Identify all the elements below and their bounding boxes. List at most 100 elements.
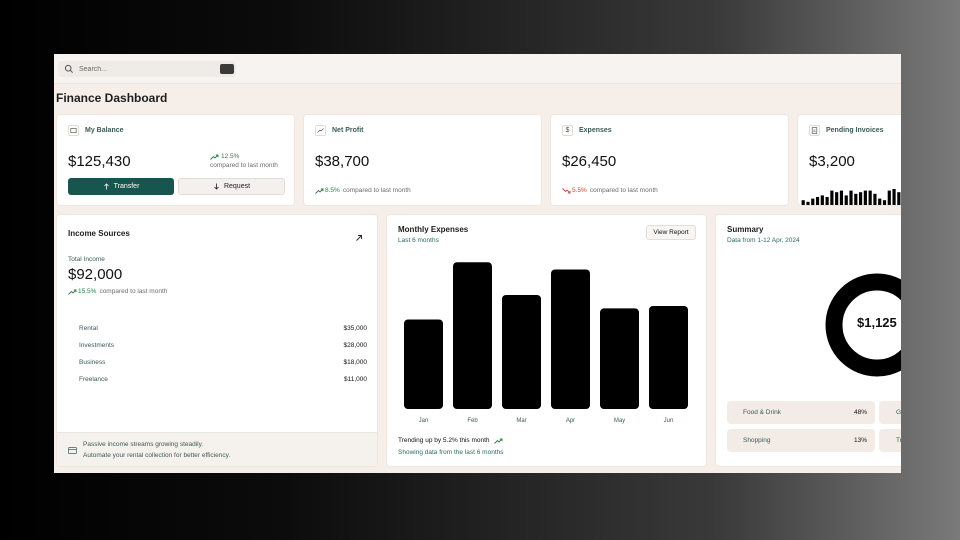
invoice-sparkbars	[801, 189, 901, 205]
stat-change: 8.5% compared to last month	[315, 187, 411, 194]
note-line: Automate your rental collection for bett…	[83, 452, 231, 459]
sparkbar	[844, 195, 848, 205]
donut-center-value: $1,125	[857, 315, 897, 330]
sparkbar	[882, 200, 887, 205]
category-name: Tr	[896, 437, 901, 444]
view-report-button[interactable]: View Report	[646, 225, 696, 240]
document-icon	[809, 125, 820, 136]
income-note: Passive income streams growing steadily.…	[57, 432, 377, 466]
trend-up-icon	[493, 438, 502, 444]
sparkbar	[863, 190, 867, 205]
sparkbar	[858, 192, 863, 205]
keyboard-shortcut-icon	[220, 64, 234, 74]
stat-label: Pending Invoices	[826, 127, 884, 134]
sparkbar	[873, 193, 877, 205]
source-name: Investments	[79, 342, 115, 349]
note-line: Passive income streams growing steadily.	[83, 441, 204, 448]
stat-change: 12.5% compared to last month	[210, 153, 278, 169]
change-value: 15.5%	[78, 288, 97, 295]
change-text: compared to last month	[342, 187, 411, 194]
external-link-icon[interactable]	[355, 229, 363, 247]
bar-mar	[502, 294, 541, 409]
dollar-icon: $	[562, 125, 573, 136]
category-pct: 48%	[853, 409, 867, 416]
x-tick-label: Feb	[467, 418, 478, 424]
change-value: 8.5%	[325, 187, 340, 194]
total-income-value: $92,000	[68, 266, 123, 283]
stat-label: My Balance	[85, 127, 124, 134]
bar-apr	[551, 269, 590, 409]
trend-up-icon	[210, 154, 219, 160]
pending-invoices-card: Pending Invoices $3,200	[797, 114, 901, 206]
sparkbar	[897, 192, 901, 205]
bar-jan	[404, 319, 443, 409]
income-source-row: Investments $28,000	[79, 342, 367, 349]
change-text: compared to last month	[99, 288, 168, 295]
stat-value: $26,450	[562, 153, 617, 170]
x-tick-label: Apr	[566, 418, 575, 424]
stat-change: 5.5% compared to last month	[562, 187, 658, 194]
top-bar	[54, 54, 901, 84]
change-value: 12.5%	[221, 153, 240, 160]
category-chip: Food & Drink 48%	[727, 401, 875, 424]
arrow-down-icon	[214, 183, 219, 190]
stat-value: $3,200	[809, 153, 855, 170]
trend-text: Trending up by 5.2% this month	[398, 437, 490, 444]
transfer-button[interactable]: Transfer	[68, 178, 174, 195]
request-button[interactable]: Request	[178, 178, 285, 195]
change-text: compared to last month	[210, 162, 278, 169]
search-box[interactable]	[58, 61, 236, 77]
chart-footer: Showing data from the last 6 months	[398, 449, 504, 456]
donut-ring	[825, 273, 901, 377]
stat-label: Expenses	[579, 127, 612, 134]
x-tick-label: Jan	[419, 418, 429, 424]
income-change: 15.5% compared to last month	[68, 288, 167, 295]
app-window: Finance Dashboard My Balance $125,430 12…	[54, 54, 901, 473]
sparkbar	[892, 189, 896, 205]
search-icon	[64, 64, 74, 74]
section-title: Monthly Expenses	[398, 225, 469, 234]
income-source-row: Freelance $11,000	[79, 376, 367, 383]
category-chip: Shopping 13%	[727, 429, 875, 452]
sparkbar	[806, 201, 810, 205]
trending-icon	[315, 125, 326, 136]
sparkbar	[825, 197, 829, 205]
category-chip-partial: Tr	[879, 429, 901, 452]
section-subtitle: Data from 1-12 Apr, 2024	[727, 237, 800, 244]
page-title: Finance Dashboard	[56, 91, 168, 105]
sparkbar	[839, 190, 844, 205]
trend-text-row: Trending up by 5.2% this month	[398, 437, 503, 444]
net-profit-card: Net Profit $38,700 8.5% compared to last…	[303, 114, 542, 206]
category-pct: 13%	[853, 437, 867, 444]
trend-down-icon	[562, 187, 571, 193]
card-icon	[68, 441, 77, 459]
total-income-label: Total Income	[68, 256, 105, 263]
section-title: Summary	[727, 225, 764, 234]
expenses-card: $ Expenses $26,450 5.5% compared to last…	[550, 114, 789, 206]
sparkbar	[887, 190, 891, 205]
monthly-expenses-card: Monthly Expenses Last 6 months View Repo…	[386, 214, 707, 467]
bar-may	[600, 308, 639, 409]
x-tick-label: Jun	[664, 418, 674, 424]
change-value: 5.5%	[572, 187, 587, 194]
summary-card: Summary Data from 1-12 Apr, 2024 $1,125 …	[715, 214, 901, 467]
balance-card: My Balance $125,430 12.5% compared to la…	[56, 114, 295, 206]
monthly-expenses-chart: Jan Feb Mar Apr May Jun	[404, 262, 688, 424]
source-amount: $11,000	[343, 376, 367, 383]
source-amount: $18,000	[343, 359, 368, 366]
category-chip-partial: G	[879, 401, 901, 424]
sparkbar	[868, 190, 872, 205]
income-sources-card: Income Sources Total Income $92,000 15.5…	[56, 214, 378, 467]
search-input[interactable]	[79, 65, 209, 73]
category-name: Shopping	[743, 437, 771, 444]
source-name: Freelance	[79, 376, 108, 383]
source-amount: $28,000	[343, 342, 368, 349]
sparkbar	[811, 198, 815, 205]
section-subtitle: Last 6 months	[398, 237, 439, 244]
transfer-label: Transfer	[113, 183, 140, 190]
wallet-icon	[68, 125, 79, 136]
section-title: Income Sources	[68, 229, 130, 238]
category-name: G	[896, 409, 901, 416]
stat-value: $38,700	[315, 153, 370, 170]
trend-up-icon	[315, 188, 324, 194]
